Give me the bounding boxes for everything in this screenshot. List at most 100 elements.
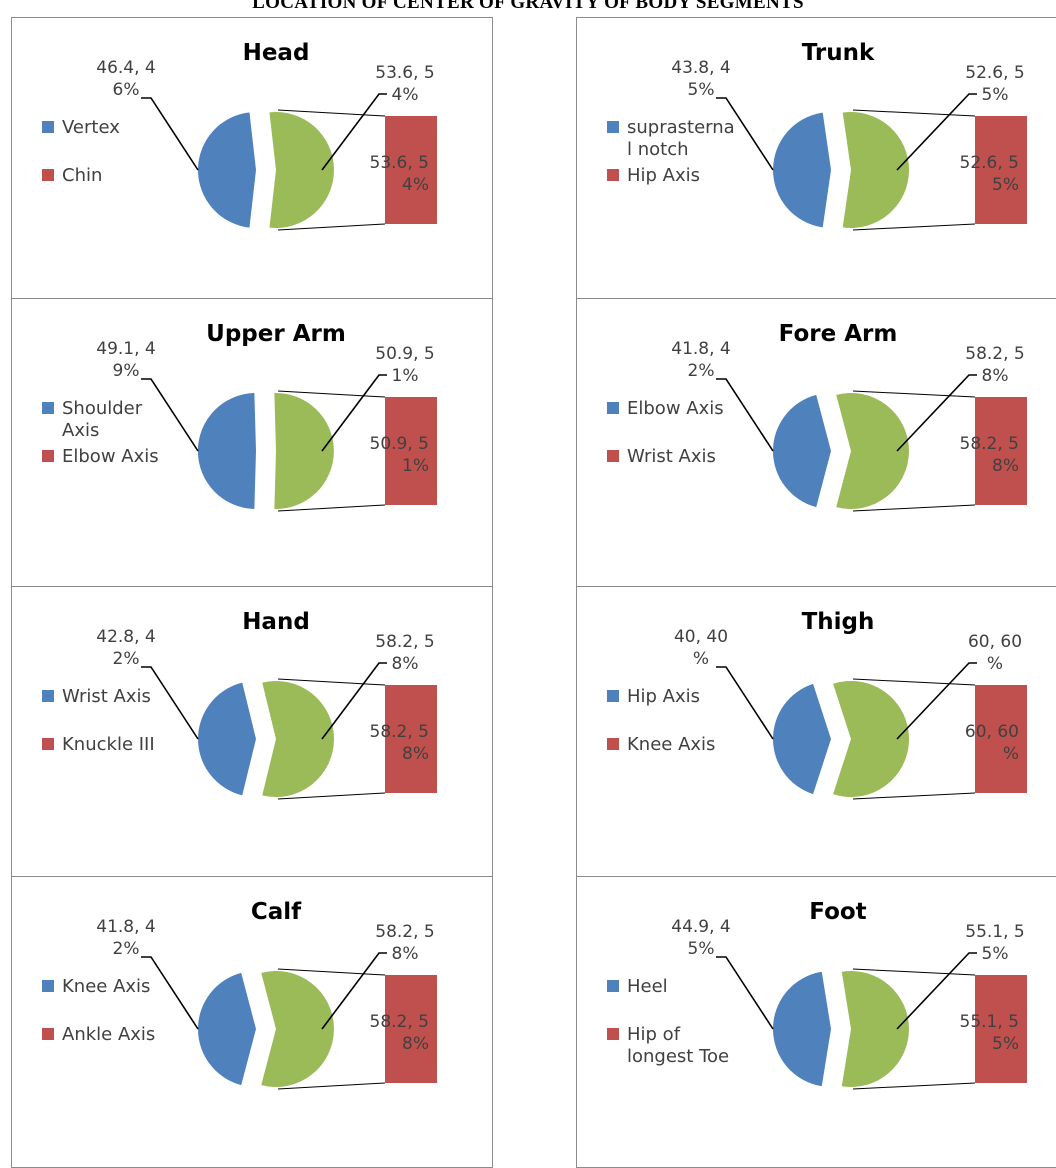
data-label-line: 5% bbox=[992, 1034, 1019, 1054]
data-label-line: 1% bbox=[402, 456, 429, 476]
legend-item: Wrist Axis bbox=[607, 446, 716, 467]
pie-slice-distal bbox=[833, 681, 910, 797]
data-label-line: 42.8, 4 bbox=[96, 627, 155, 647]
data-label-bar: 55.1, 55% bbox=[960, 1012, 1019, 1054]
connector-line bbox=[277, 390, 386, 398]
legend-label: Wrist Axis bbox=[62, 686, 151, 707]
chart-title: Fore Arm bbox=[779, 321, 898, 347]
legend-swatch bbox=[42, 169, 54, 181]
connector-line bbox=[277, 792, 386, 800]
legend-item: Elbow Axis bbox=[607, 398, 724, 419]
data-label-line: 50.9, 5 bbox=[375, 344, 434, 364]
chart-panel-fore-arm: Fore Arm 41.8, 4 2% 58.2, 5 8% 58.2, 5 8% Elbow… bbox=[576, 298, 1056, 588]
leader-line-right bbox=[321, 93, 387, 171]
data-label-line: 55.1, 5 bbox=[960, 1012, 1019, 1032]
legend-swatch bbox=[607, 980, 619, 992]
legend-swatch bbox=[42, 450, 54, 462]
chart-title: Thigh bbox=[802, 609, 875, 635]
leader-line-left bbox=[716, 666, 774, 740]
data-label-line: 8% bbox=[392, 654, 419, 674]
leader-line-left bbox=[716, 97, 774, 171]
data-label-line: 41.8, 4 bbox=[671, 339, 730, 359]
legend-label: Elbow Axis bbox=[627, 398, 724, 419]
data-label-line: % bbox=[987, 654, 1003, 674]
chart-panel-foot: Foot 44.9, 4 5% 55.1, 5 5% 55.1, 5 5% Heel Hip o… bbox=[576, 876, 1056, 1168]
data-label-line: % bbox=[693, 649, 709, 669]
data-label-line: 43.8, 4 bbox=[671, 58, 730, 78]
pie-slice-proximal bbox=[773, 683, 831, 795]
data-label-left: 41.8, 42% bbox=[671, 339, 730, 381]
data-label-line: 44.9, 4 bbox=[671, 917, 730, 937]
pie-slice-distal bbox=[262, 681, 335, 797]
pie-slice-proximal bbox=[772, 971, 831, 1087]
legend-label: Wrist Axis bbox=[627, 446, 716, 467]
pie-slice-distal bbox=[841, 971, 909, 1087]
chart-panel-calf: Calf 41.8, 4 2% 58.2, 5 8% 58.2, 5 8% Knee Axis… bbox=[11, 876, 493, 1168]
data-label-bar: 58.2, 58% bbox=[370, 722, 429, 764]
leader-line-right bbox=[896, 374, 977, 452]
legend-item: Heel bbox=[607, 976, 668, 997]
bar-segment-distal bbox=[975, 975, 1027, 1083]
chart-panel-upper-arm: Upper Arm 49.1, 4 9% 50.9, 5 1% 50.9, 5 1% Shou… bbox=[11, 298, 493, 588]
legend-swatch bbox=[42, 1028, 54, 1040]
data-label-line: 53.6, 5 bbox=[375, 63, 434, 83]
data-label-bar: 58.2, 58% bbox=[960, 434, 1019, 476]
data-label-right: 55.1, 55% bbox=[965, 922, 1024, 964]
connector-line bbox=[852, 968, 976, 976]
data-label-line: 6% bbox=[113, 80, 140, 100]
data-label-line: 49.1, 4 bbox=[96, 339, 155, 359]
pie-slice-distal bbox=[261, 971, 334, 1087]
pie-slice-proximal bbox=[197, 972, 256, 1086]
data-label-line: 5% bbox=[982, 85, 1009, 105]
chart-title: Hand bbox=[242, 609, 310, 635]
leader-line-left bbox=[141, 666, 199, 740]
pie-slice-proximal bbox=[772, 394, 831, 508]
data-label-line: 8% bbox=[402, 1034, 429, 1054]
data-label-bar: 53.6, 54% bbox=[370, 153, 429, 195]
legend-swatch bbox=[42, 738, 54, 750]
data-label-bar: 50.9, 51% bbox=[370, 434, 429, 476]
legend-label: Hip Axis bbox=[627, 165, 700, 186]
connector-line bbox=[852, 678, 976, 686]
data-label-right: 58.2, 58% bbox=[375, 632, 434, 674]
legend-item: Knuckle III bbox=[42, 734, 155, 755]
leader-line-right bbox=[321, 374, 387, 452]
pie-slice-distal bbox=[836, 393, 909, 509]
legend-item: Elbow Axis bbox=[42, 446, 159, 467]
legend-item: Wrist Axis bbox=[42, 686, 151, 707]
legend-item: Knee Axis bbox=[42, 976, 150, 997]
data-label-line: 5% bbox=[992, 175, 1019, 195]
legend-swatch bbox=[607, 402, 619, 414]
leader-line-right bbox=[896, 662, 977, 740]
bar-segment-distal bbox=[975, 685, 1027, 793]
leader-line-right bbox=[321, 662, 387, 740]
data-label-left: 40, 40% bbox=[674, 627, 728, 669]
data-label-right: 60, 60% bbox=[968, 632, 1022, 674]
legend-swatch bbox=[42, 980, 54, 992]
leader-line-right bbox=[896, 952, 977, 1030]
legend-label: suprasterna l notch bbox=[627, 117, 735, 160]
data-label-line: 8% bbox=[392, 944, 419, 964]
chart-title: Calf bbox=[251, 899, 302, 925]
legend-item: Hip Axis bbox=[607, 165, 700, 186]
data-label-line: 46.4, 4 bbox=[96, 58, 155, 78]
data-label-line: % bbox=[1003, 744, 1019, 764]
legend-swatch bbox=[42, 402, 54, 414]
legend-label: Shoulder Axis bbox=[62, 398, 143, 441]
data-label-right: 58.2, 58% bbox=[375, 922, 434, 964]
data-label-line: 4% bbox=[402, 175, 429, 195]
legend-label: Hip of longest Toe bbox=[627, 1024, 729, 1067]
legend-label: Knee Axis bbox=[627, 734, 715, 755]
leader-line-right bbox=[321, 952, 387, 1030]
connector-line bbox=[277, 109, 386, 117]
leader-line-right bbox=[896, 93, 977, 171]
data-label-line: 4% bbox=[392, 85, 419, 105]
connector-line bbox=[277, 223, 386, 231]
chart-title: Foot bbox=[809, 899, 866, 925]
leader-line-left bbox=[141, 378, 199, 452]
legend-swatch bbox=[607, 738, 619, 750]
legend-swatch bbox=[607, 169, 619, 181]
